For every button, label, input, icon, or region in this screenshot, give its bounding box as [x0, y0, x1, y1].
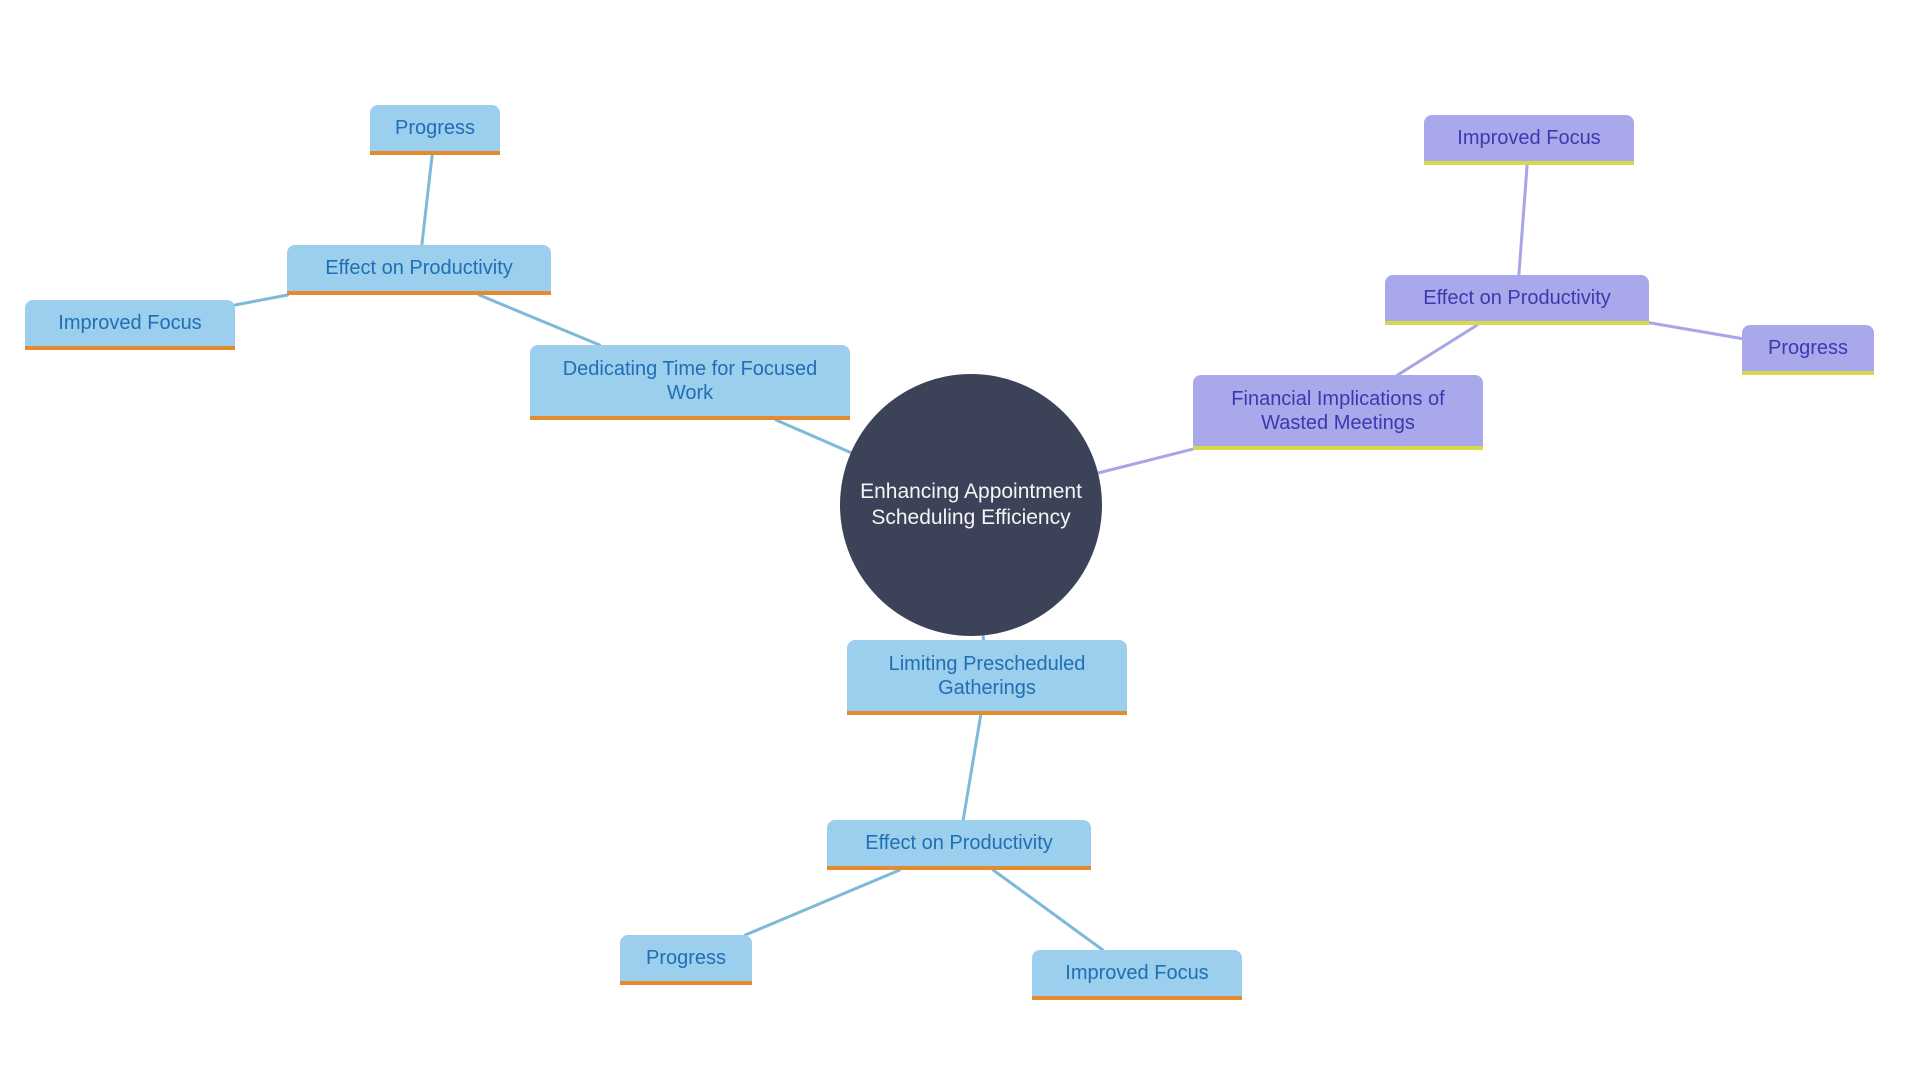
edge — [1649, 323, 1742, 339]
edge — [1098, 449, 1193, 473]
node-n10: Effect on Productivity — [1385, 275, 1649, 325]
edge — [776, 420, 851, 453]
edge — [479, 295, 599, 345]
edge — [963, 715, 981, 820]
mindmap-canvas: Enhancing Appointment Scheduling Efficie… — [0, 0, 1920, 1080]
edge — [422, 155, 432, 245]
node-n2: Effect on Productivity — [287, 245, 551, 295]
node-n9: Financial Implications of Wasted Meeting… — [1193, 375, 1483, 450]
node-n4: Improved Focus — [25, 300, 235, 350]
edge — [1519, 165, 1527, 275]
edge — [1398, 325, 1478, 375]
edge — [745, 870, 899, 935]
node-n11: Improved Focus — [1424, 115, 1634, 165]
edge — [235, 295, 288, 305]
node-n1: Dedicating Time for Focused Work — [530, 345, 850, 420]
node-n5: Limiting Prescheduled Gatherings — [847, 640, 1127, 715]
edge — [993, 870, 1103, 950]
node-n12: Progress — [1742, 325, 1874, 375]
center-node: Enhancing Appointment Scheduling Efficie… — [840, 374, 1102, 636]
node-n7: Progress — [620, 935, 752, 985]
node-n8: Improved Focus — [1032, 950, 1242, 1000]
node-n6: Effect on Productivity — [827, 820, 1091, 870]
node-n3: Progress — [370, 105, 500, 155]
